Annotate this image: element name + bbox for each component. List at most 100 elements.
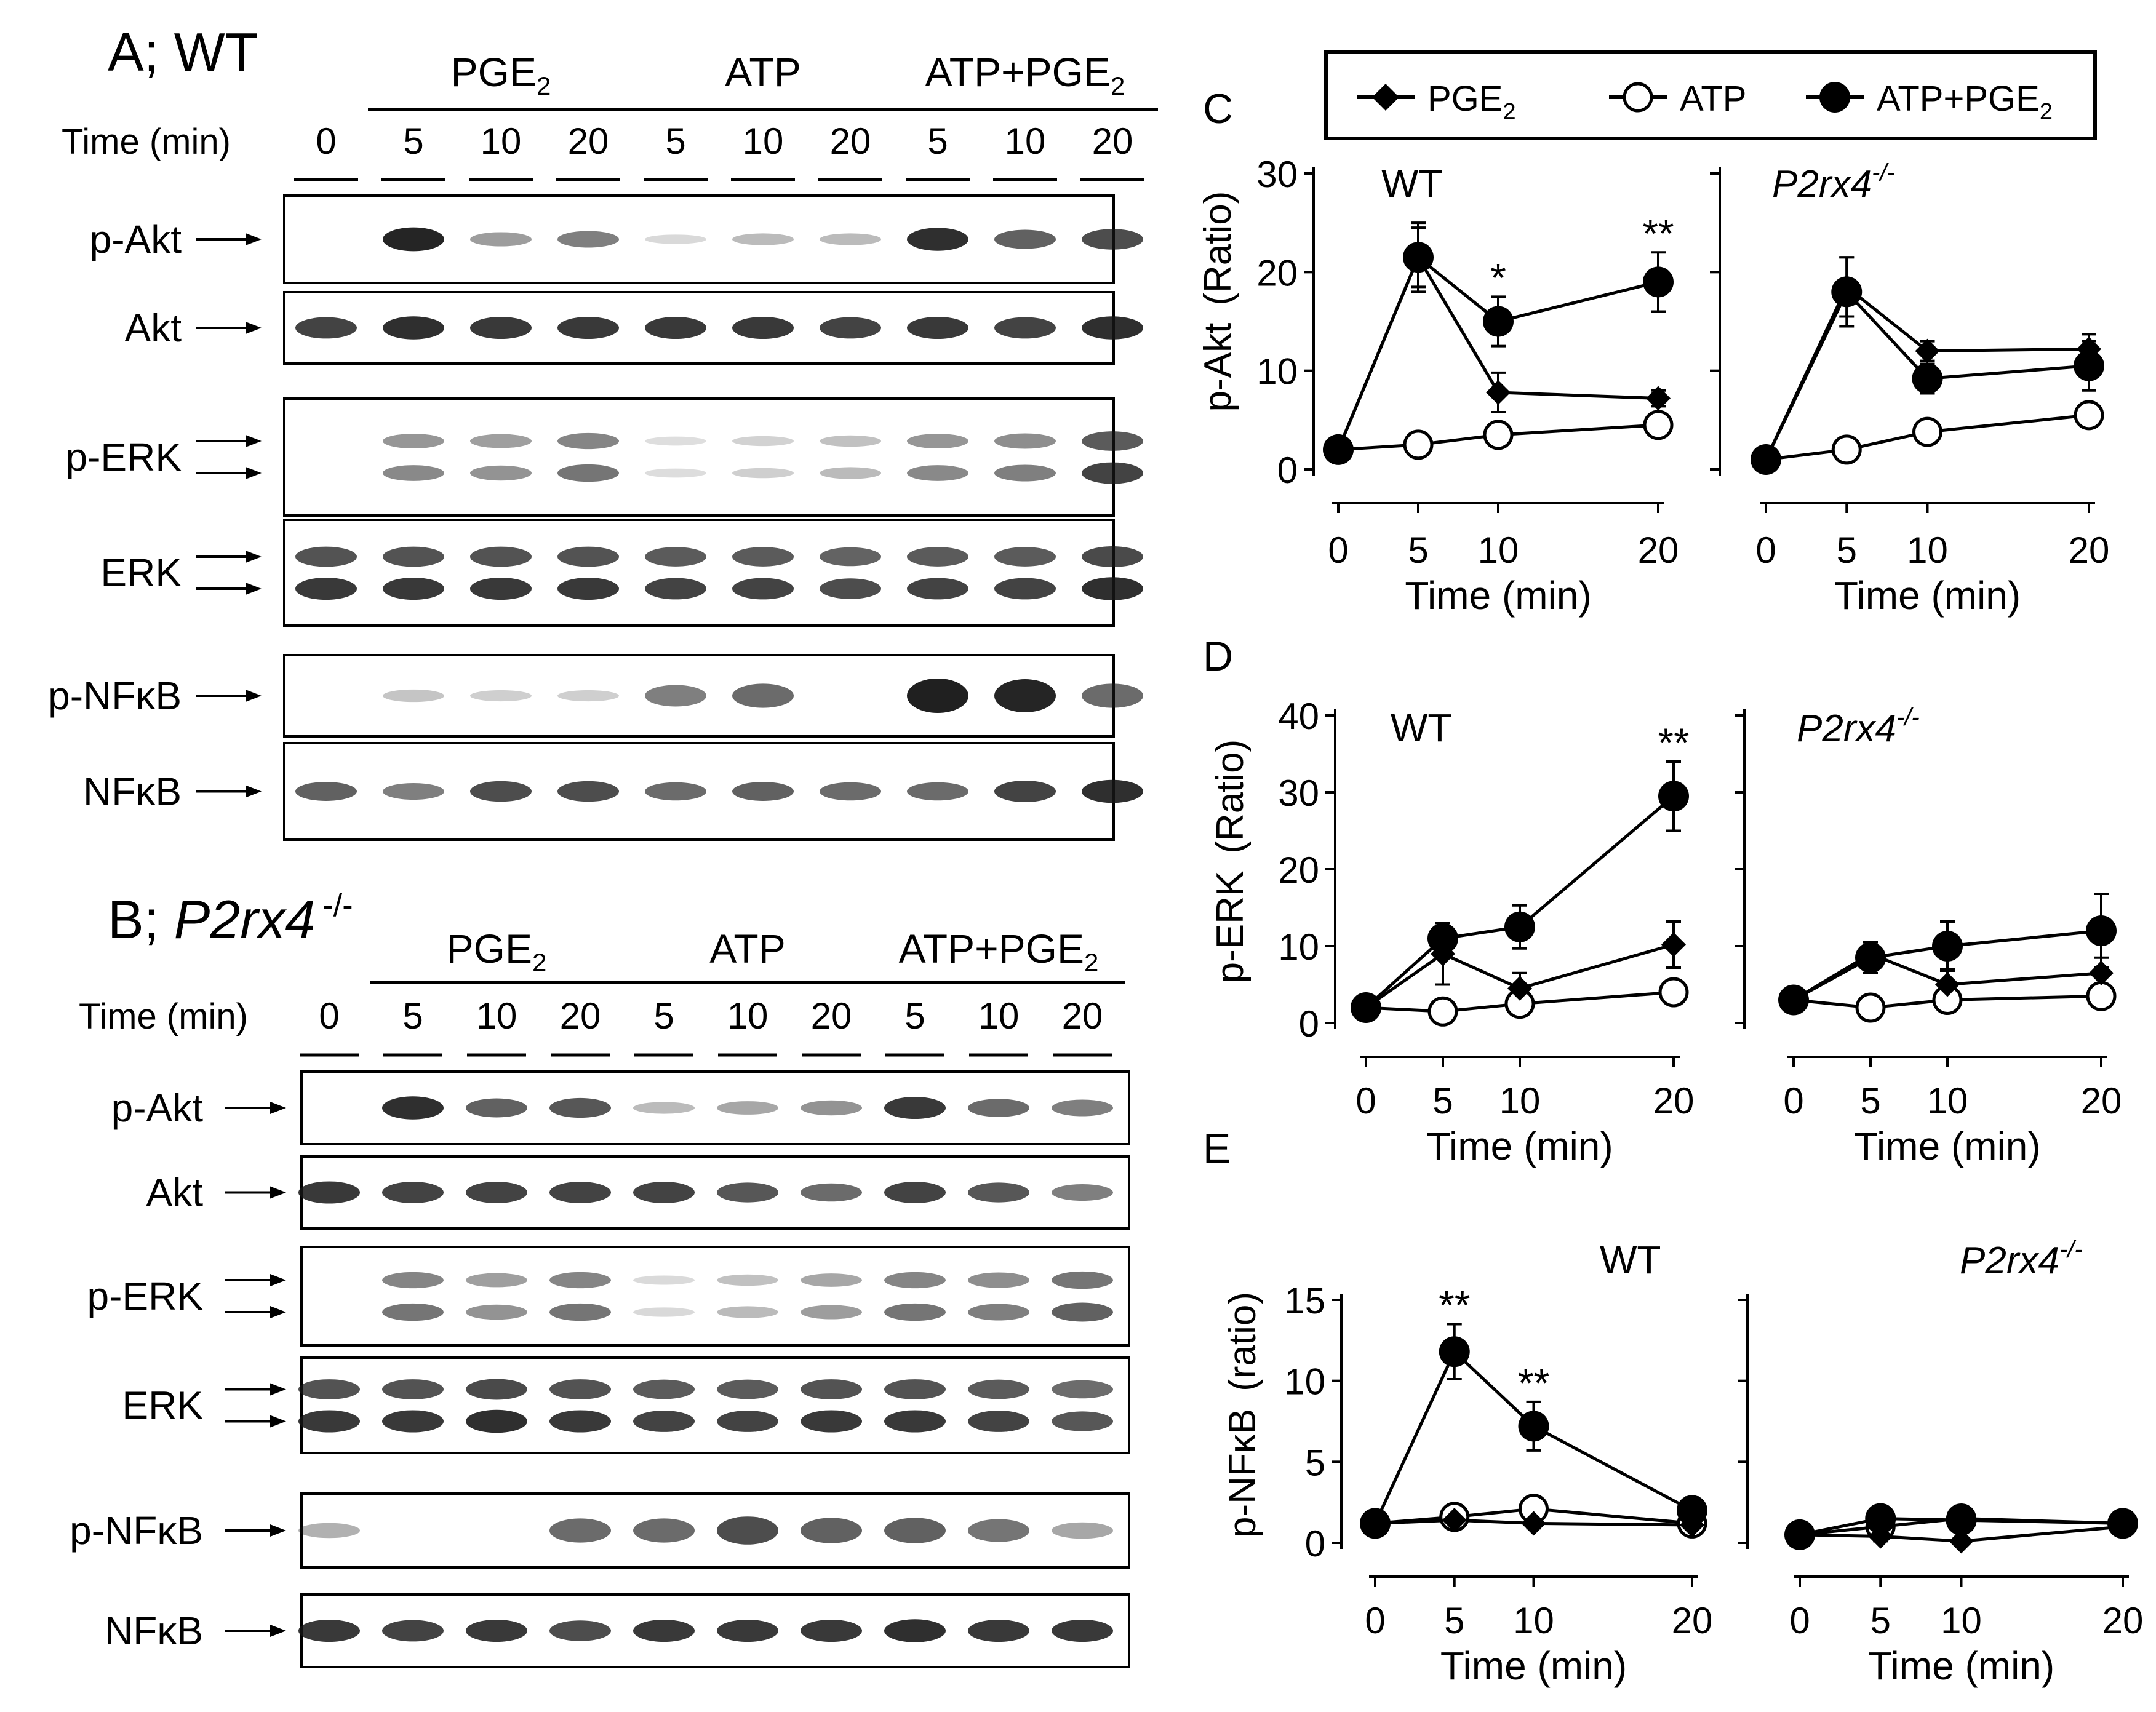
legend-label: PGE2 xyxy=(1427,79,1516,125)
protein-band xyxy=(968,1182,1029,1203)
protein-band xyxy=(1082,546,1143,567)
band-arrow-head xyxy=(270,1274,286,1286)
protein-band xyxy=(968,1619,1029,1642)
series-line xyxy=(1792,952,2102,1001)
subplot-knockout: 0 5 10 20 Time (min) P2rx4-/- xyxy=(1735,704,2122,1168)
series-line xyxy=(1799,1516,2123,1537)
protein-band xyxy=(801,1379,862,1399)
protein-band xyxy=(801,1518,862,1543)
protein-band xyxy=(1052,1302,1113,1322)
treatment-header: ATP xyxy=(709,926,785,971)
lane-time-label: 0 xyxy=(319,995,339,1037)
y-label-unit: (Ratio) xyxy=(1209,739,1252,854)
protein-band xyxy=(801,1100,862,1116)
protein-band xyxy=(549,1272,611,1289)
x-tick-label: 10 xyxy=(1513,1600,1554,1641)
x-tick-label: 20 xyxy=(2081,1080,2122,1121)
treatment-header: ATP xyxy=(725,49,801,95)
knockout-gene: P2rx4 xyxy=(1772,163,1872,205)
y-tick-label: 10 xyxy=(1278,926,1319,968)
data-point-diamond xyxy=(1949,1529,1974,1554)
y-tick-label: 0 xyxy=(1277,450,1298,491)
protein-band xyxy=(466,1304,527,1320)
protein-band xyxy=(633,1411,695,1432)
protein-band xyxy=(295,782,357,801)
protein-band xyxy=(820,547,881,567)
blot-row-label: ERK xyxy=(100,551,182,595)
lane-time-label: 10 xyxy=(727,995,769,1037)
knockout-gene: P2rx4 xyxy=(1797,707,1896,750)
treatment-subscript: 2 xyxy=(532,948,546,977)
blot-row-label: Akt xyxy=(146,1171,204,1215)
data-point-open-circle xyxy=(1658,977,1689,1008)
x-tick-label: 10 xyxy=(1907,530,1948,571)
protein-band xyxy=(732,233,794,245)
protein-band xyxy=(1082,316,1143,340)
data-point-filled-circle xyxy=(1784,1519,1815,1550)
protein-band xyxy=(968,1304,1029,1321)
y-tick-label: 0 xyxy=(1305,1523,1325,1564)
data-point-diamond xyxy=(1521,1511,1546,1536)
protein-band xyxy=(549,1518,611,1543)
protein-band xyxy=(1082,779,1143,803)
data-point-open-circle xyxy=(1912,416,1942,447)
protein-band xyxy=(801,1305,862,1320)
subplot-title-wt: WT xyxy=(1381,161,1443,205)
protein-band xyxy=(633,1518,695,1543)
protein-band xyxy=(470,690,532,702)
y-label-unit: (Ratio) xyxy=(1197,191,1239,306)
protein-band xyxy=(732,547,794,567)
protein-band xyxy=(383,227,444,252)
blot-row-label: p-ERK xyxy=(66,435,182,479)
treatment-name: ATP xyxy=(725,49,801,95)
data-point-diamond xyxy=(1915,338,1940,364)
series-line xyxy=(1375,1518,1693,1527)
protein-band xyxy=(717,1182,778,1203)
data-point-filled-circle xyxy=(1360,1508,1391,1539)
series-line xyxy=(1799,1525,2123,1543)
data-point-filled-circle xyxy=(1778,984,1809,1016)
x-tick-label: 20 xyxy=(2102,1600,2144,1641)
protein-band xyxy=(717,1619,778,1642)
series-line xyxy=(1365,795,1675,1009)
chart-y-axis-label: p-NFκB (ratio) xyxy=(1221,1292,1264,1538)
protein-band xyxy=(633,1102,695,1114)
protein-band xyxy=(470,316,532,340)
legend-label-text: PGE xyxy=(1427,79,1503,119)
treatment-name: PGE xyxy=(447,926,532,971)
protein-band xyxy=(884,1410,946,1433)
legend-marker xyxy=(1623,82,1653,113)
x-tick-label: 20 xyxy=(1653,1080,1695,1121)
data-point-open-circle xyxy=(1831,434,1862,465)
x-tick-label: 0 xyxy=(1355,1080,1376,1121)
subplot-wt: 0 5 10 15 0 5 10 20 Time (min) WT ** ** xyxy=(1284,1238,1712,1688)
data-point-filled-circle xyxy=(1351,992,1381,1023)
lane-time-label: 5 xyxy=(403,121,423,162)
band-arrow-head xyxy=(270,1625,286,1637)
protein-band xyxy=(383,689,444,703)
band-arrow-head xyxy=(246,322,262,334)
treatment-header: PGE2 xyxy=(451,49,551,100)
blot-panel-title: B; P2rx4 -/- xyxy=(108,888,353,950)
protein-band xyxy=(633,1275,695,1285)
protein-band xyxy=(820,233,881,245)
subplot-title-wt: WT xyxy=(1600,1238,1661,1282)
chart-panel-d: Dp-ERK (Ratio) 0 10 20 30 40 0 5 10 20 Time (min) WT… xyxy=(1203,633,2122,1168)
protein-band xyxy=(994,229,1056,249)
chart-panel-letter: D xyxy=(1203,633,1233,680)
protein-band xyxy=(820,578,881,599)
panel-prefix: A; xyxy=(108,22,174,82)
chart-panel-e: Ep-NFκB (ratio) 0 5 10 15 0 5 10 20 Time (min) WT **… xyxy=(1203,1125,2143,1688)
protein-band xyxy=(994,578,1056,600)
protein-band xyxy=(645,547,706,567)
protein-band xyxy=(466,1409,527,1433)
treatment-subscript: 2 xyxy=(1111,71,1125,100)
protein-band xyxy=(383,434,444,448)
protein-band xyxy=(295,577,357,600)
